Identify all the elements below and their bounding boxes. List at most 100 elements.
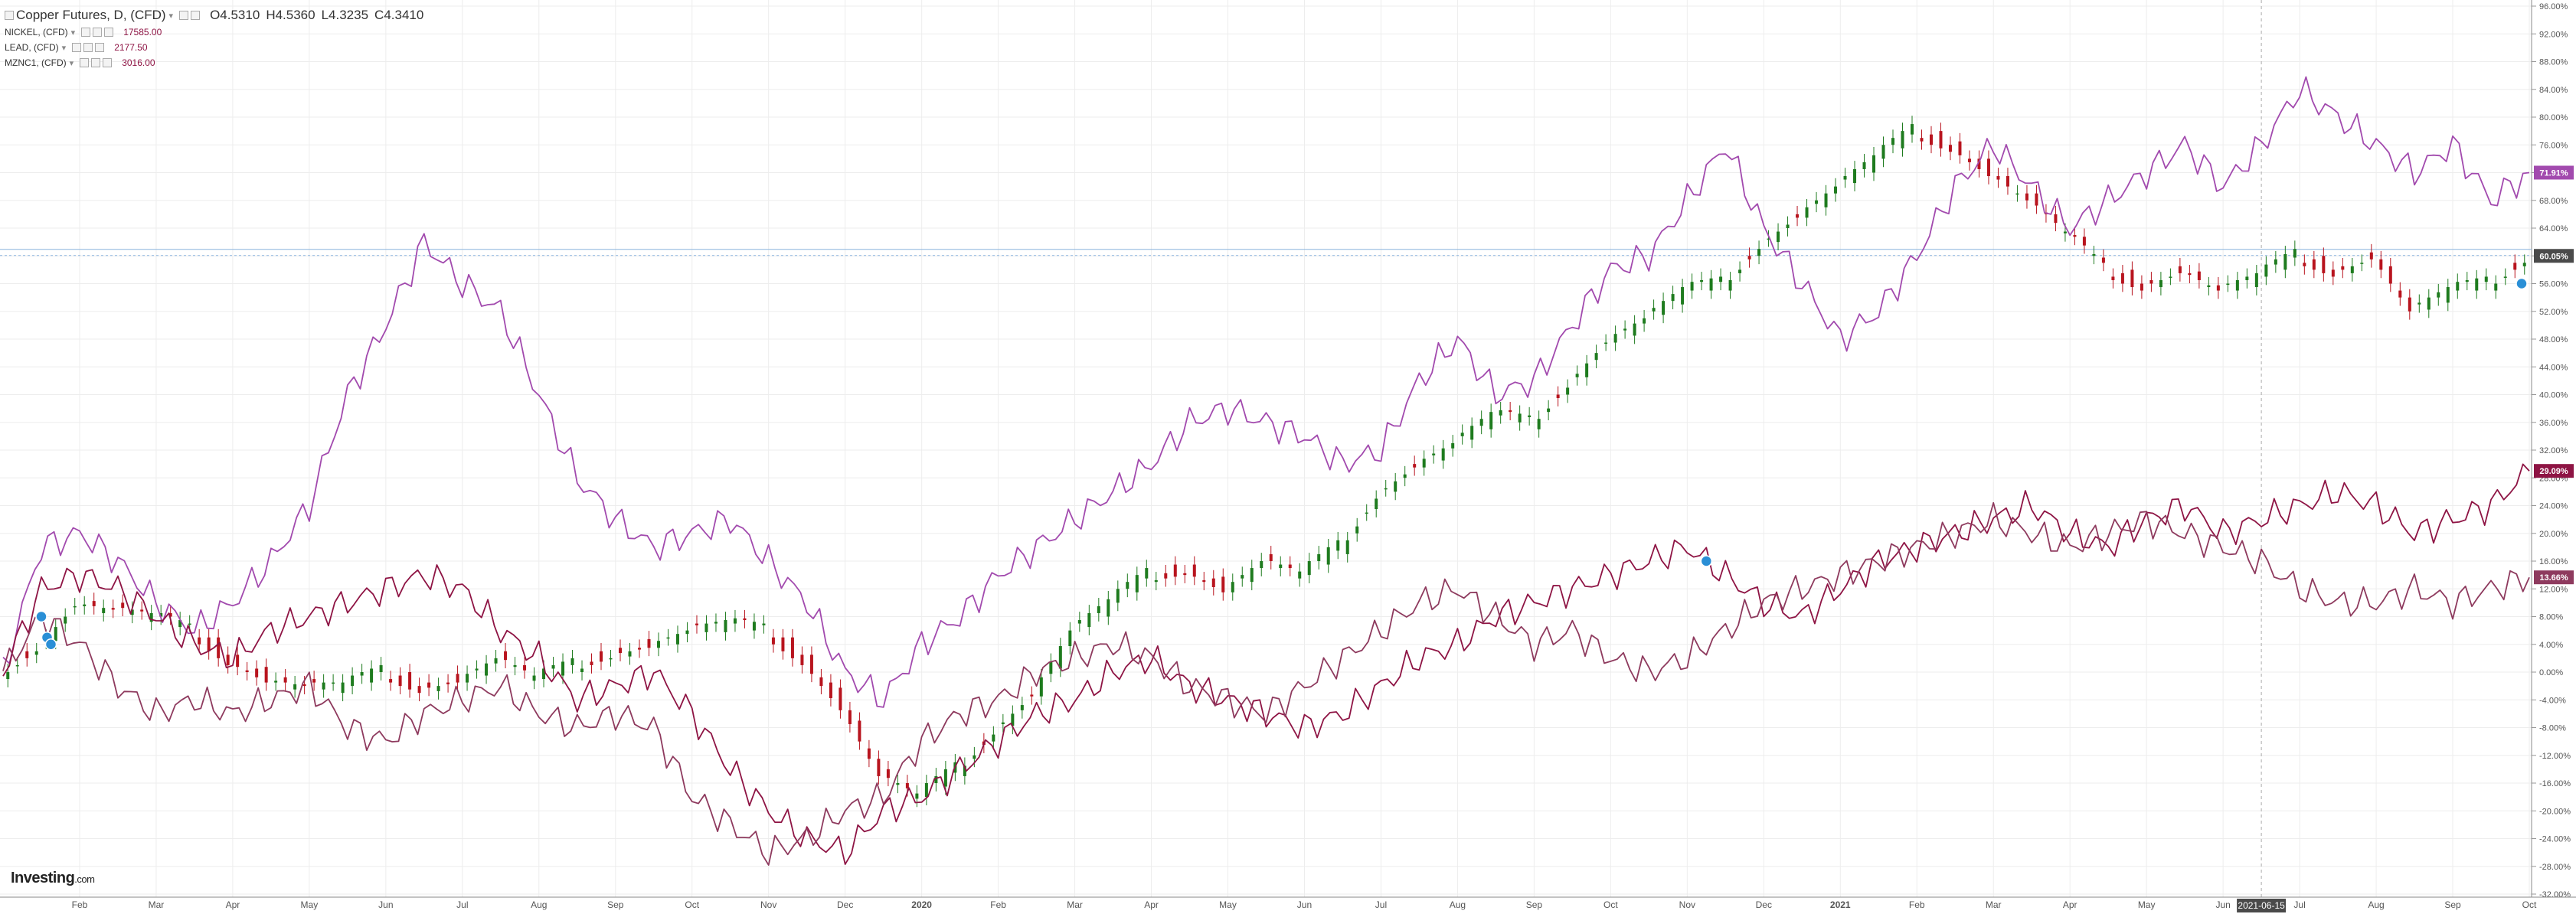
time-scale[interactable]: Feb Mar Apr May Jun Jul Aug Sep Oct Nov Dec 2020 Feb… bbox=[0, 896, 2576, 912]
eye-icon[interactable] bbox=[72, 43, 82, 52]
main-symbol-title[interactable]: Copper Futures, D, (CFD) bbox=[16, 8, 166, 22]
copper-candle bbox=[1652, 308, 1656, 312]
settings-icon[interactable] bbox=[91, 58, 101, 67]
event-marker-icon[interactable] bbox=[35, 610, 47, 623]
copper-candle bbox=[762, 623, 766, 625]
copper-candle bbox=[2035, 193, 2038, 206]
price-level-lines bbox=[0, 249, 2532, 256]
copper-candle bbox=[1958, 141, 1962, 155]
event-marker-icon[interactable] bbox=[1700, 555, 1713, 567]
legend-name[interactable]: NICKEL, (CFD) bbox=[5, 27, 68, 38]
close-icon[interactable] bbox=[103, 58, 113, 67]
copper-candle bbox=[1058, 646, 1062, 669]
eye-icon[interactable] bbox=[81, 28, 91, 37]
legend-item-zinc[interactable]: MZNC1, (CFD) ▾ 3016.00 bbox=[5, 55, 430, 70]
legend-name[interactable]: LEAD, (CFD) bbox=[5, 42, 59, 53]
copper-candle bbox=[2159, 279, 2162, 288]
copper-candle bbox=[398, 675, 402, 687]
ohlc-low: L4.3235 bbox=[321, 8, 369, 22]
legend-name[interactable]: MZNC1, (CFD) bbox=[5, 57, 67, 68]
close-icon[interactable] bbox=[104, 28, 114, 37]
last-value-label: 13.66% bbox=[2539, 573, 2568, 583]
copper-candle bbox=[293, 684, 297, 690]
copper-candle bbox=[896, 783, 900, 785]
copper-candle bbox=[1805, 207, 1809, 218]
x-tick-label: May bbox=[301, 899, 319, 910]
y-tick-label: 32.00% bbox=[2539, 446, 2568, 455]
last-value-badge bbox=[2534, 570, 2574, 585]
event-markers[interactable] bbox=[35, 277, 2528, 651]
x-tick-label: Nov bbox=[1679, 899, 1695, 910]
copper-candle bbox=[92, 601, 96, 606]
legend-value: 17585.00 bbox=[123, 27, 162, 38]
chevron-down-icon[interactable]: ▾ bbox=[69, 58, 74, 68]
copper-candle bbox=[1747, 256, 1751, 260]
collapse-toggle-icon[interactable] bbox=[5, 11, 14, 20]
copper-candle bbox=[149, 612, 153, 622]
copper-candle bbox=[1107, 599, 1110, 617]
settings-icon[interactable] bbox=[179, 11, 189, 20]
copper-candle bbox=[1173, 564, 1177, 577]
last-value-badge bbox=[2534, 249, 2574, 263]
event-marker-icon[interactable] bbox=[44, 638, 57, 651]
chevron-down-icon[interactable]: ▾ bbox=[168, 11, 174, 21]
copper-candle bbox=[1384, 488, 1388, 490]
copper-candle bbox=[2408, 297, 2411, 312]
x-tick-label: 2021 bbox=[1830, 899, 1851, 910]
copper-candle bbox=[1288, 564, 1292, 569]
investing-logo: Investing.com bbox=[11, 870, 95, 887]
copper-candle bbox=[1681, 287, 1685, 305]
copper-candle bbox=[561, 661, 565, 676]
copper-candle bbox=[1843, 176, 1847, 180]
legend-item-nickel[interactable]: NICKEL, (CFD) ▾ 17585.00 bbox=[5, 24, 430, 40]
copper-candle bbox=[2369, 252, 2373, 260]
y-tick-label: -16.00% bbox=[2539, 779, 2571, 788]
copper-candle bbox=[666, 637, 670, 639]
copper-candle bbox=[417, 686, 421, 694]
copper-candle bbox=[1365, 512, 1368, 514]
copper-candle bbox=[1345, 540, 1349, 554]
copper-candle bbox=[1422, 459, 1426, 468]
chevron-down-icon[interactable]: ▾ bbox=[61, 43, 67, 53]
copper-candle bbox=[83, 604, 87, 606]
chevron-down-icon[interactable]: ▾ bbox=[70, 28, 76, 38]
close-icon[interactable] bbox=[191, 11, 201, 20]
copper-candle bbox=[934, 775, 938, 783]
copper-candle bbox=[2293, 249, 2296, 258]
copper-candle bbox=[963, 765, 966, 776]
price-scale[interactable]: 96.00%92.00%88.00%84.00%80.00%76.00%72.0… bbox=[2531, 0, 2571, 899]
legend-item-lead[interactable]: LEAD, (CFD) ▾ 2177.50 bbox=[5, 40, 430, 55]
copper-candle bbox=[2082, 237, 2086, 246]
x-tick-label: Sep bbox=[2444, 899, 2461, 910]
event-marker-icon[interactable] bbox=[2516, 277, 2528, 290]
copper-candle bbox=[351, 675, 355, 687]
x-tick-label: Jun bbox=[2215, 899, 2230, 910]
settings-icon[interactable] bbox=[93, 28, 103, 37]
y-tick-label: 20.00% bbox=[2539, 530, 2568, 539]
copper-candle bbox=[1499, 410, 1502, 416]
copper-candle bbox=[389, 679, 393, 683]
y-tick-label: 52.00% bbox=[2539, 308, 2568, 317]
crosshair-date-label: 2021-06-15 bbox=[2238, 900, 2285, 911]
y-tick-label: 56.00% bbox=[2539, 280, 2568, 289]
copper-candle bbox=[2274, 259, 2277, 265]
close-icon[interactable] bbox=[95, 43, 105, 52]
settings-icon[interactable] bbox=[83, 43, 93, 52]
copper-candle bbox=[1020, 705, 1024, 710]
y-tick-label: 8.00% bbox=[2539, 613, 2563, 622]
copper-candle bbox=[992, 734, 995, 742]
copper-candle bbox=[2063, 231, 2067, 233]
main-symbol-row[interactable]: Copper Futures, D, (CFD) ▾ O4.5310 H4.53… bbox=[5, 6, 430, 24]
copper-candle bbox=[198, 637, 201, 645]
copper-candle bbox=[1269, 553, 1273, 561]
copper-candle bbox=[2264, 264, 2268, 277]
x-tick-label: Oct bbox=[1603, 899, 1618, 910]
copper-candle bbox=[1001, 722, 1005, 724]
copper-candle bbox=[1690, 282, 1694, 291]
copper-candle bbox=[255, 668, 259, 677]
copper-candle bbox=[2522, 263, 2526, 266]
copper-candle bbox=[1211, 578, 1215, 587]
eye-icon[interactable] bbox=[80, 58, 90, 67]
copper-candle bbox=[695, 623, 698, 625]
